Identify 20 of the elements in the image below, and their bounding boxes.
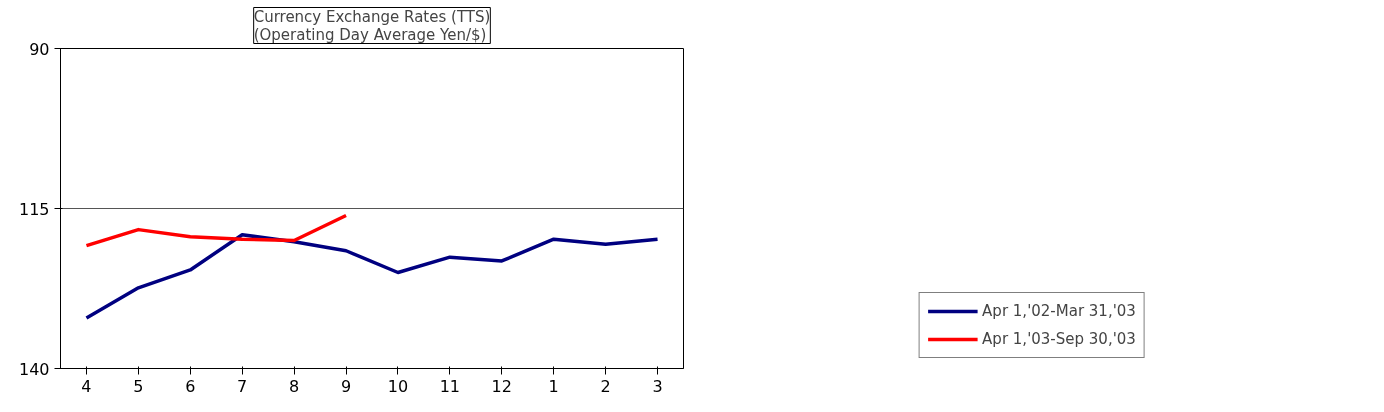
y-tick-label: 115: [18, 199, 50, 219]
x-tick-label: 7: [237, 376, 248, 396]
y-tick-label: 140: [18, 359, 50, 379]
x-tick-label: 12: [491, 376, 512, 396]
x-tick-label: 11: [439, 376, 461, 396]
x-tick-label: 10: [387, 376, 409, 396]
chart-title: Currency Exchange Rates (TTS) (Operating Day Average Yen/$): [253, 7, 491, 44]
line-series: [84, 232, 660, 320]
line-series: [84, 213, 348, 248]
legend-label: Apr 1,'02-Mar 31,'03: [982, 302, 1136, 320]
x-tick-label: 9: [340, 376, 352, 396]
legend-label: Apr 1,'03-Sep 30,'03: [982, 330, 1136, 348]
x-tick-label: 6: [185, 376, 196, 396]
x-tick-label: 1: [548, 376, 559, 396]
x-tick-label: 4: [81, 376, 92, 396]
x-tick-label: 5: [133, 376, 144, 396]
y-tick-label: 90: [29, 39, 50, 59]
x-tick-label: 2: [600, 376, 611, 396]
x-tick-label: 8: [289, 376, 300, 396]
x-tick-label: 3: [652, 376, 663, 396]
